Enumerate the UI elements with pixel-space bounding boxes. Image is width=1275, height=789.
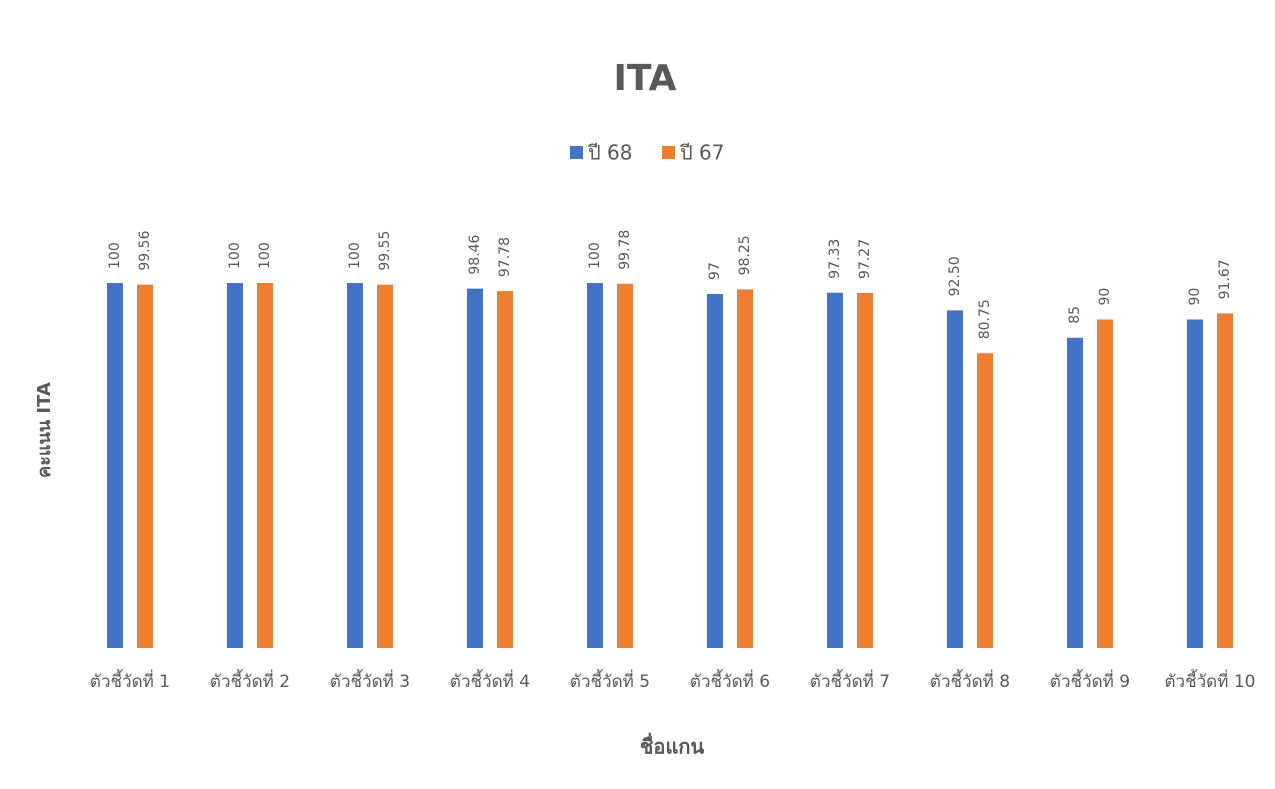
data-label: 100 <box>227 242 243 269</box>
data-label: 98.46 <box>467 234 483 274</box>
bar <box>707 293 723 648</box>
legend-swatch <box>570 146 583 159</box>
bar <box>947 310 963 648</box>
x-tick-label: ตัวชี้วัดที่ 7 <box>810 669 890 692</box>
data-label: 90 <box>1097 288 1113 306</box>
x-tick-label: ตัวชี้วัดที่ 4 <box>450 669 530 692</box>
chart-title: ITA <box>613 58 676 99</box>
data-label: 99.55 <box>377 231 393 271</box>
data-label: 99.56 <box>137 230 153 270</box>
data-label: 98.25 <box>737 235 753 275</box>
bar <box>137 284 153 648</box>
data-label: 85 <box>1067 306 1083 324</box>
x-tick-label: ตัวชี้วัดที่ 6 <box>690 669 770 692</box>
x-tick-label: ตัวชี้วัดที่ 10 <box>1165 669 1256 692</box>
x-tick-label: ตัวชี้วัดที่ 2 <box>210 669 290 692</box>
legend-label: ปี 67 <box>680 141 725 165</box>
data-label: 100 <box>107 242 123 269</box>
x-tick-label: ตัวชี้วัดที่ 8 <box>930 669 1010 692</box>
bar <box>227 283 243 648</box>
bar <box>107 283 123 648</box>
data-label: 97 <box>707 262 723 280</box>
data-label: 97.33 <box>827 239 843 279</box>
data-label: 92.50 <box>947 256 963 296</box>
x-tick-label: ตัวชี้วัดที่ 5 <box>570 669 650 692</box>
bar <box>977 353 993 648</box>
x-axis-label: ชื่อแกน <box>640 732 705 759</box>
data-label: 90 <box>1187 288 1203 306</box>
data-label: 100 <box>257 242 273 269</box>
bar <box>467 288 483 648</box>
bar <box>857 292 873 648</box>
data-label: 100 <box>347 242 363 269</box>
legend-swatch <box>662 146 675 159</box>
bar <box>1217 313 1233 648</box>
data-label: 91.67 <box>1217 259 1233 299</box>
data-label: 99.78 <box>617 230 633 270</box>
y-axis-label: คะแนน ITA <box>34 382 55 478</box>
bar <box>1187 319 1203 648</box>
x-tick-label: ตัวชี้วัดที่ 3 <box>330 669 410 692</box>
x-tick-label: ตัวชี้วัดที่ 1 <box>90 669 170 692</box>
data-label: 97.27 <box>857 239 873 279</box>
bar <box>827 292 843 648</box>
bar <box>1097 319 1113 648</box>
bar <box>497 291 513 648</box>
bar <box>617 283 633 648</box>
data-label: 97.78 <box>497 237 513 277</box>
x-tick-label: ตัวชี้วัดที่ 9 <box>1050 669 1130 692</box>
bar <box>587 283 603 648</box>
bar <box>257 283 273 648</box>
bar <box>1067 337 1083 648</box>
data-label: 80.75 <box>977 299 993 339</box>
data-label: 100 <box>587 242 603 269</box>
bar <box>377 284 393 648</box>
legend-label: ปี 68 <box>588 141 633 165</box>
bar <box>347 283 363 648</box>
bar <box>737 289 753 648</box>
